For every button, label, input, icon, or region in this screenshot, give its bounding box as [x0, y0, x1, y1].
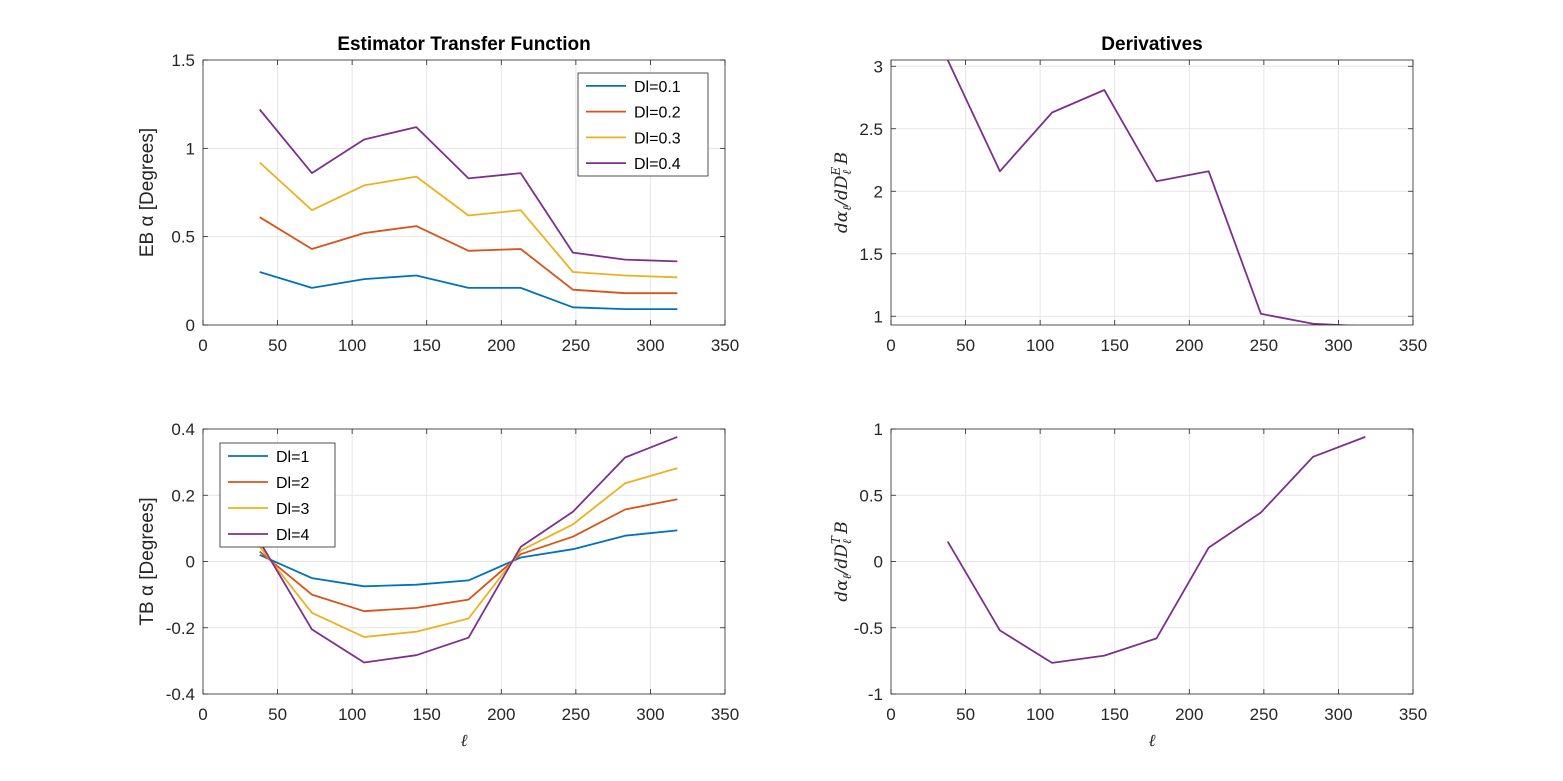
x-tick-label: 0	[886, 705, 895, 724]
legend-entry-1: Dl=0.1	[634, 79, 681, 96]
legend-entry-3: Dl=3	[276, 501, 309, 518]
x-tick-label: 150	[413, 705, 441, 724]
legend-box	[219, 442, 336, 548]
chart-panel-4: 0 50 100 150 200 250 300 350 -1 -0.5 0 0.5 1 ℓ dαℓ/dDT…	[829, 420, 1427, 751]
y-tick-label: 2.5	[859, 120, 883, 139]
x-tick-label: 150	[1101, 705, 1129, 724]
x-tick-label: 300	[636, 336, 664, 355]
chart-panel-2: 0 50 100 150 200 250 300 350 1 1.5 2 2.5 3 Derivative…	[829, 34, 1427, 355]
y-tick-label: 1	[186, 139, 195, 158]
legend: Dl=1 Dl=2 Dl=3 Dl=4	[219, 442, 336, 548]
x-tick-label: 350	[1399, 705, 1427, 724]
series-line-4	[258, 436, 678, 664]
legend-entry-2: Dl=2	[276, 475, 309, 492]
x-tick-label: 200	[1175, 705, 1203, 724]
x-tick-label: 100	[338, 336, 366, 355]
x-tick-label: 0	[198, 705, 207, 724]
x-tick-label: 150	[1101, 336, 1129, 355]
y-axis-label: TB α [Degrees]	[137, 497, 158, 625]
x-axis-label: ℓ	[1148, 731, 1155, 751]
x-tick-label: 300	[1324, 336, 1352, 355]
y-tick-label: -0.5	[854, 619, 883, 638]
x-tick-label: 50	[268, 705, 287, 724]
chart-title: Derivatives	[1101, 34, 1202, 55]
x-tick-label: 100	[1026, 336, 1054, 355]
x-tick-label: 50	[268, 336, 287, 355]
y-tick-label: 0.5	[171, 228, 195, 247]
y-tick-label: 0	[186, 316, 195, 335]
y-tick-label: 0	[874, 553, 883, 572]
x-tick-label: 50	[956, 705, 975, 724]
legend-entry-1: Dl=1	[276, 449, 309, 466]
x-tick-label: 50	[956, 336, 975, 355]
x-tick-label: 100	[1026, 705, 1054, 724]
y-tick-label: 1	[874, 307, 883, 326]
series-line-1	[259, 529, 678, 588]
y-tick-label: 0.2	[171, 486, 195, 505]
y-tick-label: -1	[868, 685, 883, 704]
y-tick-label: -0.4	[166, 685, 195, 704]
y-axis-label: EB α [Degrees]	[137, 128, 158, 257]
y-tick-label: 1	[874, 420, 883, 439]
legend-entry-4: Dl=4	[276, 527, 309, 544]
y-tick-label: -0.2	[166, 619, 195, 638]
x-tick-label: 100	[338, 705, 366, 724]
series-line-2	[259, 216, 678, 295]
x-tick-label: 250	[562, 705, 590, 724]
x-tick-label: 300	[1324, 705, 1352, 724]
y-tick-label: 1.5	[859, 245, 883, 264]
legend-entry-3: Dl=0.3	[634, 130, 681, 147]
y-tick-label: 3	[874, 57, 883, 76]
x-tick-label: 300	[636, 705, 664, 724]
x-tick-label: 350	[711, 336, 739, 355]
chart-panel-1: 0 50 100 150 200 250 300 350 0 0.5 1 1.5 Estimator T…	[137, 34, 739, 355]
x-tick-label: 350	[711, 705, 739, 724]
legend: Dl=0.1 Dl=0.2 Dl=0.3 Dl=0.4	[577, 72, 709, 177]
x-tick-label: 250	[562, 336, 590, 355]
axes-box	[202, 59, 726, 326]
y-axis-label: dαℓ/dDEℓ B	[829, 152, 854, 233]
x-tick-label: 250	[1250, 705, 1278, 724]
x-tick-label: 350	[1399, 336, 1427, 355]
legend-box	[577, 72, 709, 177]
legend-entry-2: Dl=0.2	[634, 105, 681, 122]
y-tick-label: 0.4	[171, 420, 195, 439]
series-line-1	[259, 271, 678, 311]
x-tick-label: 0	[198, 336, 207, 355]
series-line-3	[259, 161, 678, 279]
y-axis-label: dαℓ/dDTℓ B	[829, 521, 854, 602]
y-tick-label: 1.5	[171, 51, 195, 70]
chart-panel-3: 0 50 100 150 200 250 300 350 -0.4 -0.2 0 0.2 0.4 ℓ TB …	[137, 420, 739, 751]
y-tick-label: 2	[874, 182, 883, 201]
axes-box	[890, 59, 1414, 326]
series-line-2	[259, 498, 678, 613]
x-tick-label: 200	[1175, 336, 1203, 355]
series-line-1	[946, 60, 1357, 325]
x-tick-label: 200	[487, 336, 515, 355]
x-tick-label: 0	[886, 336, 895, 355]
x-tick-label: 200	[487, 705, 515, 724]
y-tick-label: 0.5	[859, 486, 883, 505]
plot-area	[891, 60, 1413, 325]
x-tick-label: 250	[1250, 336, 1278, 355]
x-tick-label: 150	[413, 336, 441, 355]
chart-title: Estimator Transfer Function	[337, 34, 590, 55]
x-axis-label: ℓ	[460, 731, 467, 751]
series-line-3	[258, 467, 678, 638]
legend-entry-4: Dl=0.4	[634, 156, 681, 173]
series-line-1	[946, 436, 1366, 664]
y-tick-label: 0	[186, 553, 195, 572]
series-line-4	[259, 108, 678, 263]
